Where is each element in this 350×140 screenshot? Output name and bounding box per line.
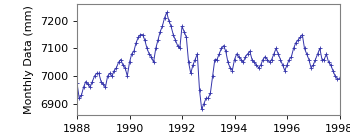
Y-axis label: Monthly Data (mm): Monthly Data (mm) (24, 5, 34, 114)
